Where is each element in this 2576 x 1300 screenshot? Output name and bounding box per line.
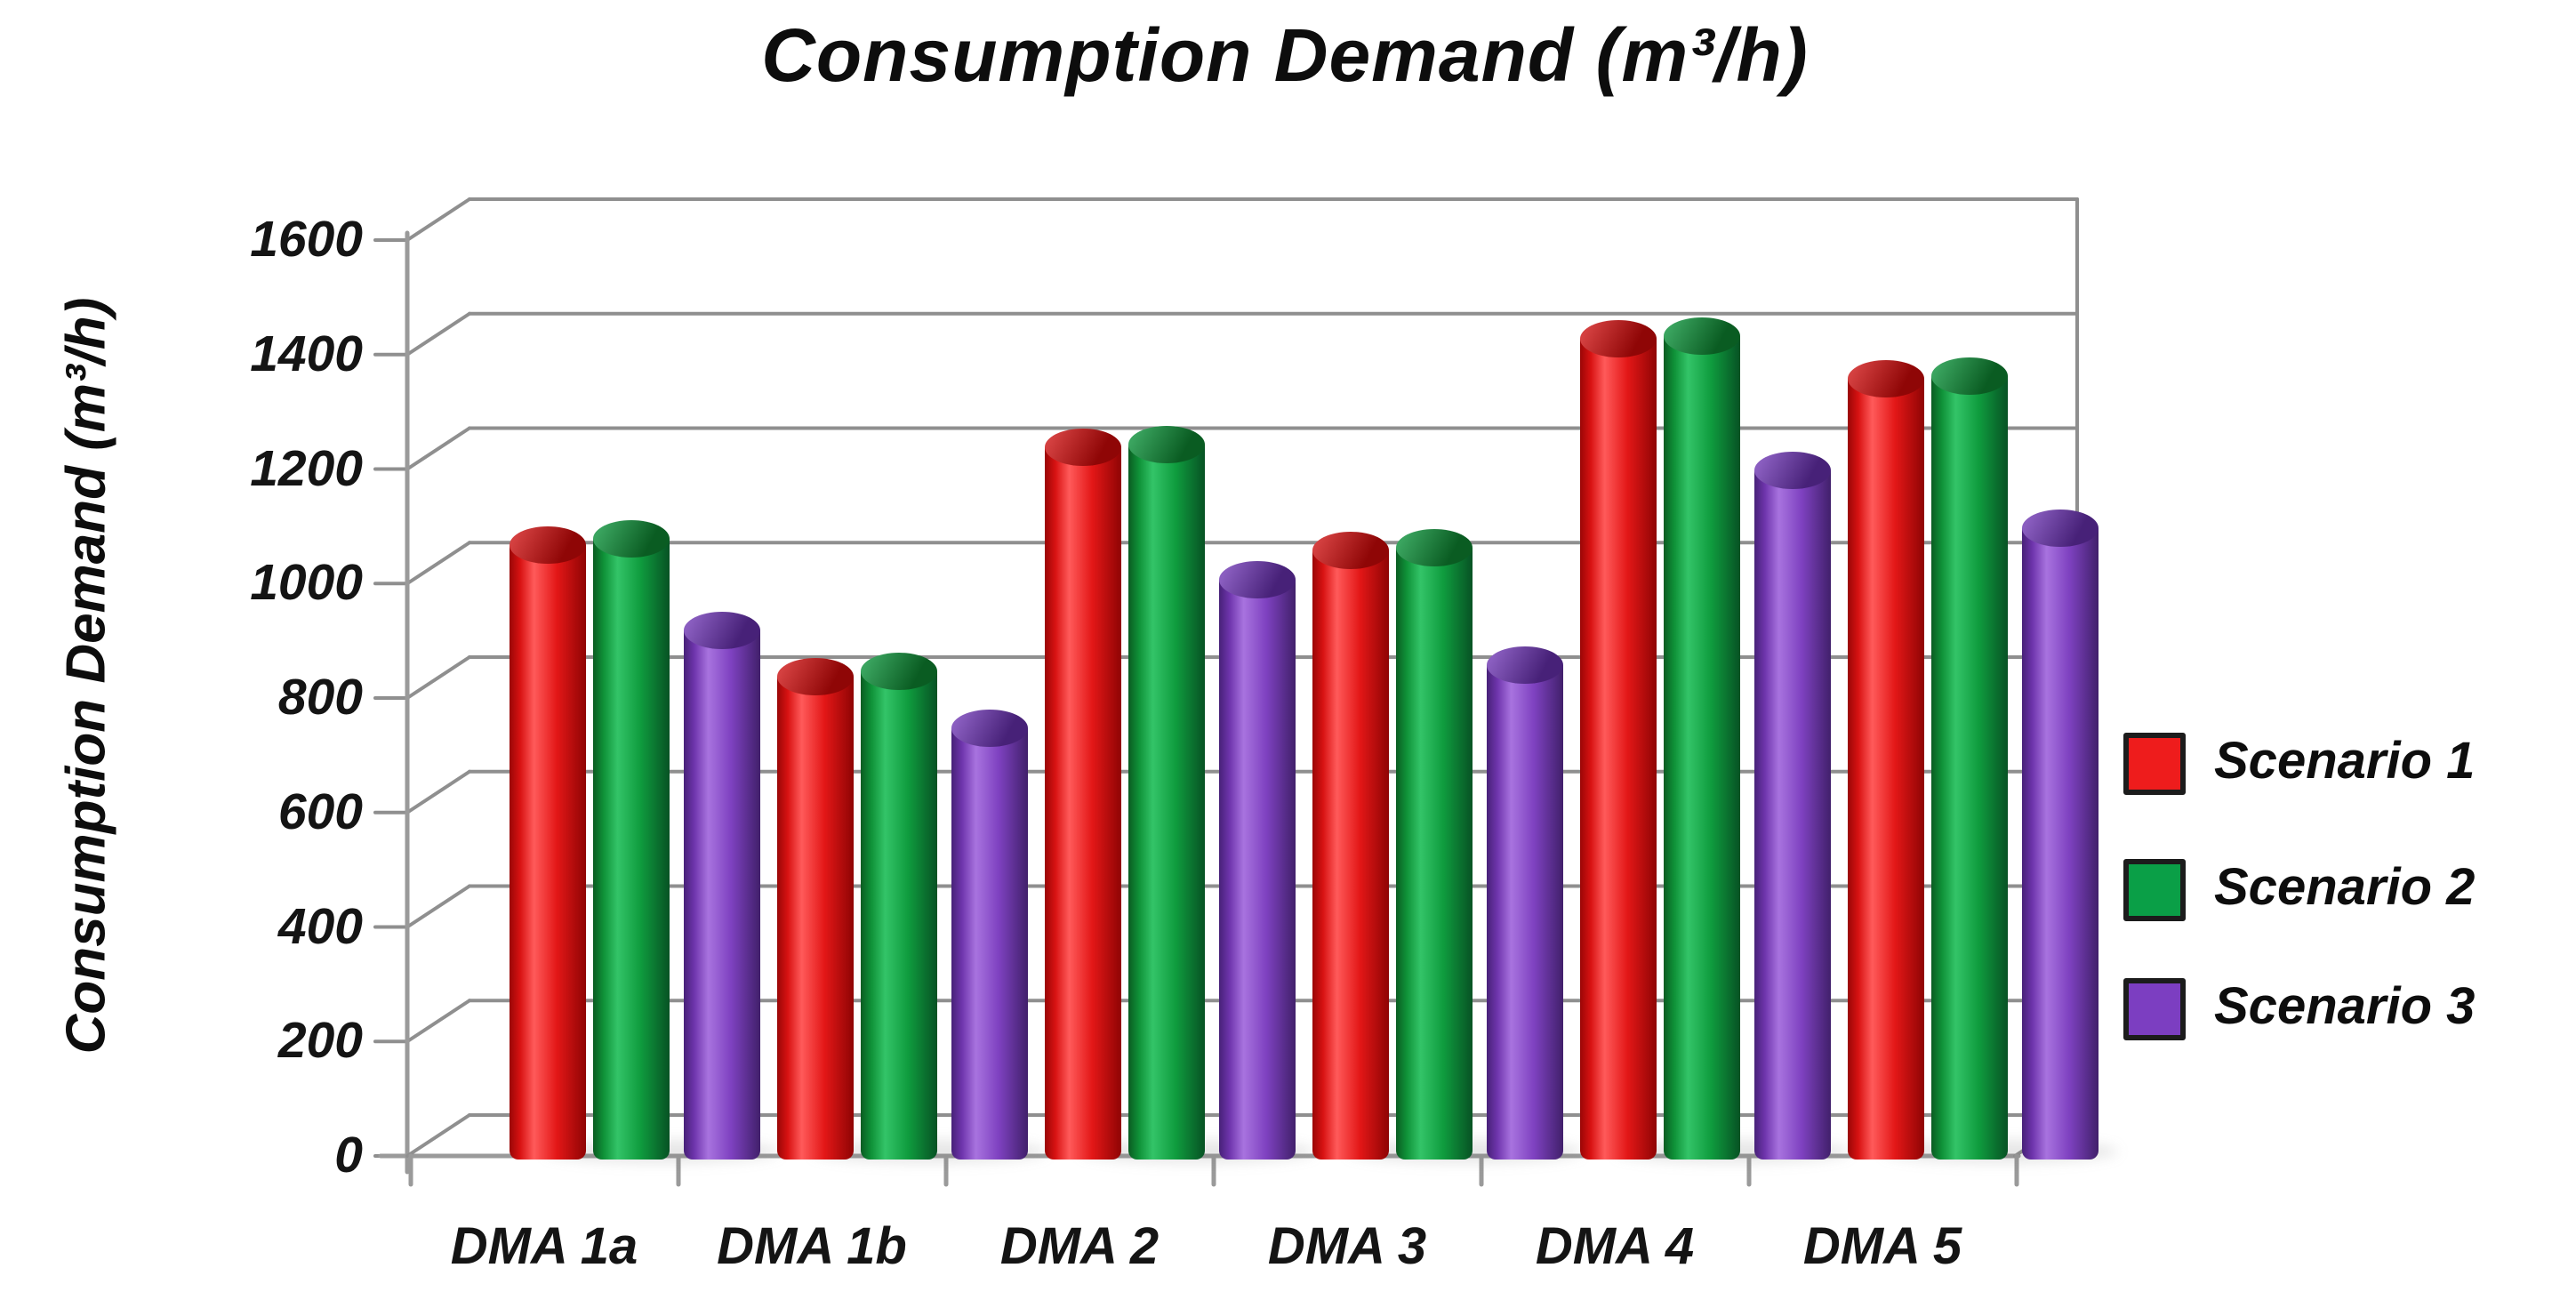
- bar-cap: [1931, 357, 2008, 395]
- bar-scenario-1-dma-1a: [510, 526, 586, 1160]
- bar-cap: [1312, 532, 1389, 570]
- bar-scenario-2-dma-5: [1931, 357, 2008, 1160]
- grid-line: [405, 426, 471, 471]
- bar-cap: [1045, 429, 1121, 467]
- chart-title: Consumption Demand (m³/h): [761, 13, 1809, 97]
- bar-body: [1045, 447, 1121, 1160]
- x-tick-label-dma-2: DMA 2: [999, 1217, 1160, 1275]
- bar-body: [1664, 335, 1740, 1160]
- bar-scenario-2-dma-2: [1128, 426, 1205, 1160]
- bar-body: [1931, 375, 2008, 1160]
- bar-scenario-2-dma-3: [1396, 529, 1473, 1160]
- bar-body: [1580, 339, 1657, 1160]
- bar-cap: [1487, 646, 1563, 685]
- x-tick-label-dma-1a: DMA 1a: [450, 1217, 638, 1275]
- bar-body: [861, 670, 937, 1160]
- x-tick-label-dma-5: DMA 5: [1802, 1217, 1962, 1275]
- bar-cap: [1219, 560, 1296, 598]
- x-tick-label-dma-1b: DMA 1b: [717, 1217, 907, 1275]
- bar-body: [510, 544, 586, 1160]
- y-tick-label: 1000: [250, 554, 363, 612]
- bar-scenario-1-dma-3: [1312, 532, 1389, 1160]
- y-tick-label: 0: [334, 1127, 363, 1184]
- y-tick-label: 1400: [250, 325, 363, 382]
- grid-line: [405, 1113, 471, 1158]
- bar-cap: [2022, 509, 2099, 547]
- bar-cap: [777, 657, 854, 695]
- bar-cap: [684, 612, 760, 650]
- bar-cap: [1848, 360, 1924, 398]
- bar-body: [777, 676, 854, 1160]
- bar-body: [1848, 379, 1924, 1160]
- bar-body: [1396, 548, 1473, 1160]
- grid-line: [405, 541, 471, 586]
- bar-scenario-1-dma-1b: [777, 657, 854, 1160]
- legend-swatch-scenario-2: [2123, 859, 2186, 921]
- bar-cap: [1754, 452, 1831, 490]
- grid-line: [405, 311, 471, 357]
- bar-body: [1487, 665, 1563, 1160]
- legend-label: Scenario 2: [2214, 858, 2476, 916]
- bar-cap: [951, 709, 1028, 747]
- bar-scenario-2-dma-1a: [593, 520, 670, 1160]
- bar-body: [1754, 470, 1831, 1160]
- bar-body: [1312, 550, 1389, 1160]
- bar-body: [1128, 445, 1205, 1160]
- bar-body: [1219, 579, 1296, 1160]
- bar-scenario-3-dma-3: [1487, 646, 1563, 1160]
- bar-scenario-2-dma-4: [1664, 317, 1740, 1160]
- bar-cap: [1580, 320, 1657, 358]
- y-tick-label: 1600: [250, 211, 363, 268]
- bar-body: [951, 727, 1028, 1160]
- grid-line: [405, 769, 471, 815]
- y-tick-label: 600: [277, 782, 363, 840]
- bar-cap: [510, 526, 586, 564]
- bar-scenario-3-dma-1a: [684, 612, 760, 1160]
- grid-line: [405, 655, 471, 700]
- bar-scenario-3-dma-2: [1219, 560, 1296, 1160]
- legend-swatch-scenario-3: [2123, 978, 2186, 1040]
- bar-scenario-3-dma-5: [2022, 509, 2099, 1160]
- grid-line: [405, 884, 471, 929]
- legend-label: Scenario 3: [2214, 977, 2476, 1035]
- bar-body: [593, 539, 670, 1160]
- legend-label: Scenario 1: [2214, 732, 2476, 790]
- bar-cap: [1396, 529, 1473, 567]
- x-tick-label-dma-4: DMA 4: [1535, 1217, 1695, 1275]
- bar-scenario-1-dma-2: [1045, 429, 1121, 1160]
- y-tick-label: 200: [277, 1012, 363, 1070]
- x-tick-label-dma-3: DMA 3: [1267, 1217, 1427, 1275]
- bar-cap: [861, 652, 937, 690]
- bar-scenario-2-dma-1b: [861, 652, 937, 1160]
- bar-body: [684, 630, 760, 1160]
- bar-scenario-1-dma-4: [1580, 320, 1657, 1160]
- grid-line: [405, 197, 471, 242]
- y-tick-label: 1200: [250, 439, 363, 497]
- bar-body: [2022, 527, 2099, 1160]
- bar-scenario-1-dma-5: [1848, 360, 1924, 1160]
- bar-cap: [1664, 317, 1740, 355]
- grid-line: [405, 999, 471, 1044]
- y-tick-label: 400: [277, 897, 363, 955]
- y-tick-label: 800: [277, 669, 363, 726]
- bar-scenario-3-dma-1b: [951, 709, 1028, 1160]
- legend-swatch-scenario-1: [2123, 733, 2186, 795]
- bar-cap: [1128, 426, 1205, 464]
- bar-cap: [593, 520, 670, 558]
- bar-scenario-3-dma-4: [1754, 452, 1831, 1160]
